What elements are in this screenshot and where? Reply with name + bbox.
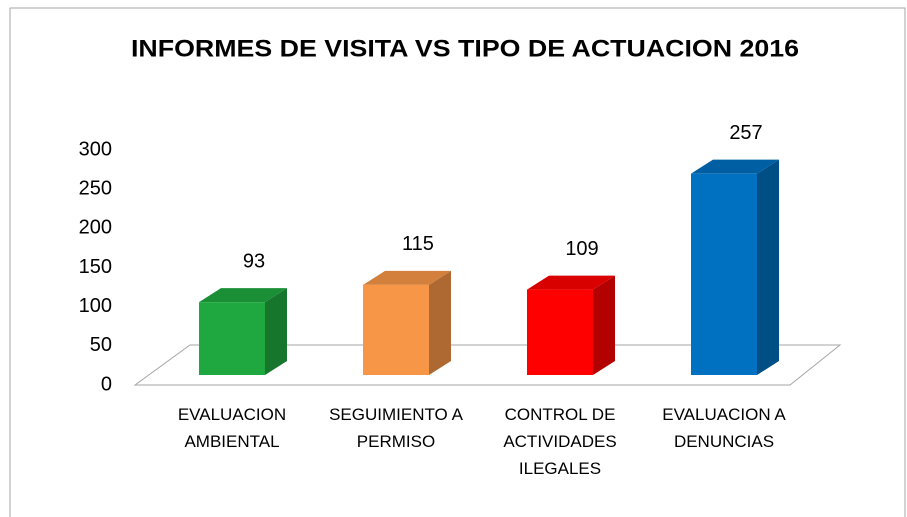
- x-tick-label: EVALUACION AMBIENTAL: [177, 405, 287, 451]
- y-tick-label: 50: [90, 334, 112, 356]
- x-tick-label: EVALUACION A DENUNCIAS: [662, 405, 786, 451]
- y-tick-label: 200: [79, 217, 112, 239]
- y-tick-label: 300: [79, 138, 112, 160]
- value-label: 93: [243, 250, 265, 272]
- y-tick-label: 0: [101, 373, 112, 395]
- y-tick-label: 250: [79, 177, 112, 199]
- bar: [527, 289, 593, 375]
- bar-side: [265, 288, 287, 375]
- floor: [133, 344, 842, 386]
- value-label: 257: [729, 122, 762, 144]
- bar: [199, 302, 265, 375]
- bar: [691, 173, 757, 375]
- y-tick-label: 100: [79, 295, 112, 317]
- bar-top: [199, 288, 287, 303]
- bar-top: [691, 159, 779, 174]
- bar-side: [757, 159, 779, 375]
- value-label: 109: [565, 238, 598, 260]
- x-tick-label: SEGUIMIENTO A PERMISO: [329, 405, 463, 451]
- bar-top: [527, 275, 615, 290]
- y-tick-label: 150: [79, 256, 112, 278]
- x-tick-label: CONTROL DE ACTIVIDADES ILEGALES: [503, 405, 617, 478]
- bar-top: [363, 270, 451, 285]
- bar-side: [593, 275, 615, 375]
- bar: [363, 284, 429, 375]
- bar-side: [429, 270, 451, 375]
- chart-frame: [9, 7, 906, 517]
- chart-title: INFORMES DE VISITA VS TIPO DE ACTUACION …: [131, 35, 799, 62]
- value-label: 115: [402, 233, 434, 255]
